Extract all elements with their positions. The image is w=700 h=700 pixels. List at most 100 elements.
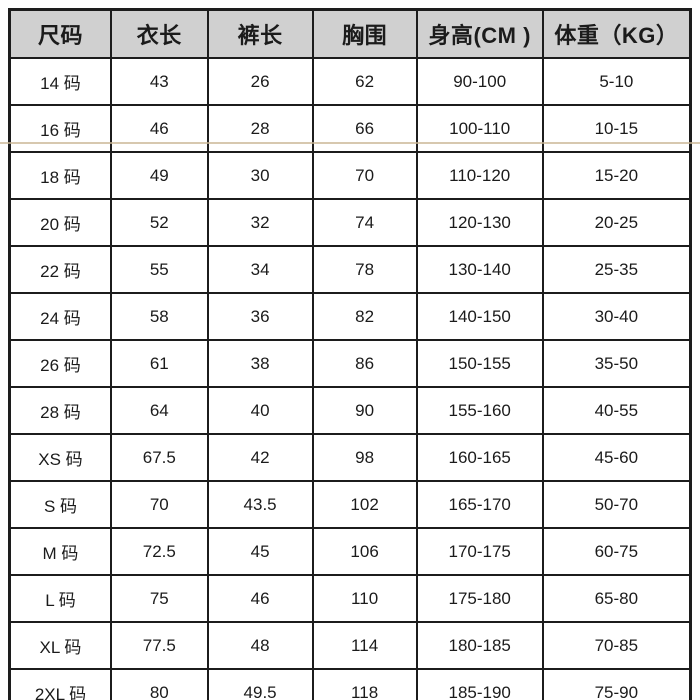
table-cell: 20-25 bbox=[541, 198, 692, 247]
table-cell: 120-130 bbox=[415, 198, 544, 247]
table-cell: 10-15 bbox=[541, 104, 692, 153]
table-cell: 90-100 bbox=[415, 57, 544, 106]
table-body: 14 码 43 26 62 90-100 5-10 16 码 46 28 66 100-110 10-… bbox=[8, 57, 692, 700]
table-cell: 50-70 bbox=[541, 480, 692, 529]
table-cell: 65-80 bbox=[541, 574, 692, 623]
table-cell: 45 bbox=[206, 527, 314, 576]
header-cell-col2: 裤长 bbox=[206, 8, 314, 59]
table-cell: 35-50 bbox=[541, 339, 692, 388]
size-label-cell: 28 码 bbox=[8, 386, 112, 435]
size-row-1: 16 码 46 28 66 100-110 10-15 bbox=[8, 104, 692, 153]
size-row-3: 20 码 52 32 74 120-130 20-25 bbox=[8, 198, 692, 247]
table-cell: 78 bbox=[311, 245, 418, 294]
table-header: 尺码 衣长 裤长 胸围 身高(CM ) 体重（KG） bbox=[8, 8, 692, 59]
table-cell: 98 bbox=[311, 433, 418, 482]
header-cell-col0: 尺码 bbox=[8, 8, 112, 59]
table-cell: 102 bbox=[311, 480, 418, 529]
table-cell: 34 bbox=[206, 245, 314, 294]
size-row-4: 22 码 55 34 78 130-140 25-35 bbox=[8, 245, 692, 294]
table-cell: 58 bbox=[109, 292, 209, 341]
table-cell: 110-120 bbox=[415, 151, 544, 200]
size-row-12: XL 码 77.5 48 114 180-185 70-85 bbox=[8, 621, 692, 670]
table-cell: 75-90 bbox=[541, 668, 692, 700]
table-cell: 38 bbox=[206, 339, 314, 388]
table-cell: 118 bbox=[311, 668, 418, 700]
table-cell: 48 bbox=[206, 621, 314, 670]
table-cell: 43 bbox=[109, 57, 209, 106]
table-cell: 155-160 bbox=[415, 386, 544, 435]
size-row-10: M 码 72.5 45 106 170-175 60-75 bbox=[8, 527, 692, 576]
table-cell: 114 bbox=[311, 621, 418, 670]
table-cell: 160-165 bbox=[415, 433, 544, 482]
table-cell: 185-190 bbox=[415, 668, 544, 700]
table-cell: 64 bbox=[109, 386, 209, 435]
size-label-cell: L 码 bbox=[8, 574, 112, 623]
table-cell: 32 bbox=[206, 198, 314, 247]
size-label-cell: 18 码 bbox=[8, 151, 112, 200]
table-cell: 130-140 bbox=[415, 245, 544, 294]
table-cell: 70-85 bbox=[541, 621, 692, 670]
table-cell: 46 bbox=[109, 104, 209, 153]
table-cell: 46 bbox=[206, 574, 314, 623]
table-cell: 61 bbox=[109, 339, 209, 388]
size-label-cell: M 码 bbox=[8, 527, 112, 576]
table-cell: 40-55 bbox=[541, 386, 692, 435]
table-cell: 28 bbox=[206, 104, 314, 153]
header-row: 尺码 衣长 裤长 胸围 身高(CM ) 体重（KG） bbox=[8, 8, 692, 59]
size-label-cell: 2XL 码 bbox=[8, 668, 112, 700]
size-row-7: 28 码 64 40 90 155-160 40-55 bbox=[8, 386, 692, 435]
header-cell-col5: 体重（KG） bbox=[541, 8, 692, 59]
header-cell-col1: 衣长 bbox=[109, 8, 209, 59]
table-cell: 36 bbox=[206, 292, 314, 341]
table-cell: 67.5 bbox=[109, 433, 209, 482]
size-row-6: 26 码 61 38 86 150-155 35-50 bbox=[8, 339, 692, 388]
table-cell: 52 bbox=[109, 198, 209, 247]
table-cell: 72.5 bbox=[109, 527, 209, 576]
table-cell: 49.5 bbox=[206, 668, 314, 700]
table-cell: 55 bbox=[109, 245, 209, 294]
table-cell: 74 bbox=[311, 198, 418, 247]
table-cell: 140-150 bbox=[415, 292, 544, 341]
table-cell: 62 bbox=[311, 57, 418, 106]
size-label-cell: 20 码 bbox=[8, 198, 112, 247]
table-cell: 90 bbox=[311, 386, 418, 435]
table-cell: 180-185 bbox=[415, 621, 544, 670]
table-cell: 43.5 bbox=[206, 480, 314, 529]
size-row-8: XS 码 67.5 42 98 160-165 45-60 bbox=[8, 433, 692, 482]
size-row-13: 2XL 码 80 49.5 118 185-190 75-90 bbox=[8, 668, 692, 700]
size-label-cell: 26 码 bbox=[8, 339, 112, 388]
table-cell: 42 bbox=[206, 433, 314, 482]
table-cell: 66 bbox=[311, 104, 418, 153]
table-cell: 80 bbox=[109, 668, 209, 700]
size-label-cell: 24 码 bbox=[8, 292, 112, 341]
table-cell: 25-35 bbox=[541, 245, 692, 294]
table-cell: 86 bbox=[311, 339, 418, 388]
size-label-cell: 22 码 bbox=[8, 245, 112, 294]
table-cell: 45-60 bbox=[541, 433, 692, 482]
table-cell: 30-40 bbox=[541, 292, 692, 341]
table-cell: 150-155 bbox=[415, 339, 544, 388]
size-label-cell: 14 码 bbox=[8, 57, 112, 106]
table-cell: 165-170 bbox=[415, 480, 544, 529]
table-cell: 26 bbox=[206, 57, 314, 106]
size-row-0: 14 码 43 26 62 90-100 5-10 bbox=[8, 57, 692, 106]
table-cell: 82 bbox=[311, 292, 418, 341]
table-cell: 77.5 bbox=[109, 621, 209, 670]
size-label-cell: S 码 bbox=[8, 480, 112, 529]
header-cell-col4: 身高(CM ) bbox=[415, 8, 544, 59]
size-row-9: S 码 70 43.5 102 165-170 50-70 bbox=[8, 480, 692, 529]
table-cell: 75 bbox=[109, 574, 209, 623]
size-row-11: L 码 75 46 110 175-180 65-80 bbox=[8, 574, 692, 623]
size-chart-table: 尺码 衣长 裤长 胸围 身高(CM ) 体重（KG） 14 码 43 26 62 90-100 5-… bbox=[8, 8, 692, 700]
size-label-cell: XL 码 bbox=[8, 621, 112, 670]
table-cell: 40 bbox=[206, 386, 314, 435]
table-cell: 70 bbox=[109, 480, 209, 529]
table-cell: 49 bbox=[109, 151, 209, 200]
table-cell: 70 bbox=[311, 151, 418, 200]
table-cell: 60-75 bbox=[541, 527, 692, 576]
header-cell-col3: 胸围 bbox=[311, 8, 418, 59]
size-row-2: 18 码 49 30 70 110-120 15-20 bbox=[8, 151, 692, 200]
table-cell: 110 bbox=[311, 574, 418, 623]
table-cell: 30 bbox=[206, 151, 314, 200]
table-cell: 106 bbox=[311, 527, 418, 576]
